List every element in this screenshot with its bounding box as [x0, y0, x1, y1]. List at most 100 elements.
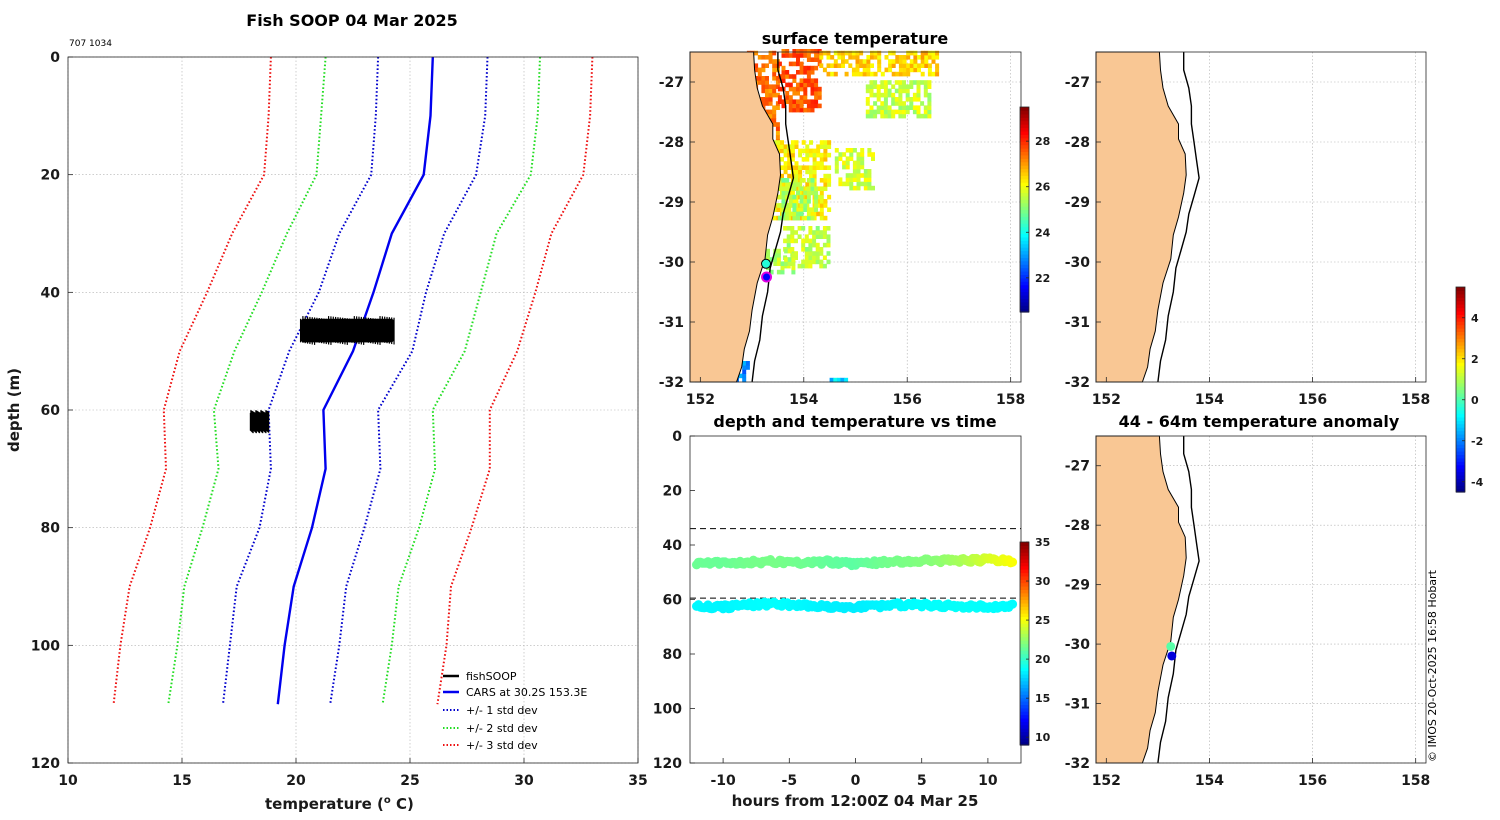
- sst-pixel: [916, 92, 921, 98]
- sst-pixel: [819, 140, 824, 145]
- sst-pixel: [796, 103, 800, 109]
- sst-pixel: [817, 57, 822, 62]
- sst-pixel: [797, 263, 802, 269]
- sst-pixel: [777, 99, 782, 104]
- sst-pixel: [927, 113, 932, 119]
- sst-pixel: [806, 194, 811, 200]
- sst-colorbar-segment: [1020, 209, 1029, 214]
- sst-pixel: [803, 78, 808, 83]
- sst-pixel: [785, 182, 790, 187]
- sst-pixel: [798, 182, 803, 187]
- sst-pixel: [909, 67, 914, 73]
- sst-pixel: [912, 109, 917, 115]
- sst-pixel: [765, 55, 769, 60]
- sst-pixel: [873, 50, 878, 56]
- sst-pixel: [810, 182, 815, 187]
- sst-pixel: [883, 101, 888, 106]
- sst-pixel: [788, 95, 793, 100]
- sst-pixel: [812, 251, 817, 256]
- sst-pixel: [927, 84, 932, 89]
- sst-pixel: [808, 259, 813, 265]
- sst-pixel: [870, 50, 874, 56]
- sst-pixel: [794, 173, 799, 179]
- sst-pixel: [809, 152, 813, 158]
- sst-pixel: [785, 190, 790, 196]
- sst-pixel: [816, 165, 821, 170]
- sst-pixel: [766, 253, 770, 258]
- sst-pixel: [860, 156, 865, 161]
- sst-pixel: [794, 203, 799, 208]
- sst-pixel: [869, 113, 874, 119]
- sst-pixel: [772, 92, 777, 98]
- sst-pixel: [785, 215, 790, 221]
- sst-pixel: [898, 63, 903, 68]
- sst-pixel: [863, 173, 868, 178]
- sst-pixel: [891, 84, 896, 89]
- sst-pixel: [823, 173, 828, 179]
- sst-colorbar-segment: [1020, 247, 1029, 252]
- sst-pixel: [791, 261, 796, 266]
- sst-pixel: [898, 67, 903, 73]
- sst-pixel: [898, 71, 903, 77]
- sst-pixel: [817, 95, 822, 100]
- sst-pixel: [772, 105, 777, 110]
- sst-pixel: [822, 255, 827, 260]
- sst-pixel: [799, 211, 804, 217]
- sst-pixel: [804, 251, 809, 256]
- sst-pixel: [842, 160, 847, 166]
- sst-pixel: [801, 215, 806, 221]
- sst-colorbar-tick-label: 26: [1035, 181, 1051, 194]
- sst-pixel: [761, 101, 766, 106]
- sst-pixel: [909, 50, 914, 56]
- sst-pixel: [768, 50, 773, 56]
- anomaly-colorbar-segment: [1456, 444, 1465, 449]
- sst-pixel: [884, 55, 889, 60]
- sst-pixel: [785, 74, 790, 79]
- sst-pixel: [814, 199, 819, 204]
- anomaly-point-1: [1166, 641, 1176, 651]
- anomaly-colorbar-tick-label: -2: [1471, 435, 1483, 448]
- depth-time-colorbar-segment: [1020, 640, 1029, 645]
- sst-pixel: [867, 173, 872, 178]
- sst-pixel: [780, 140, 784, 145]
- sst-colorbar-segment: [1020, 305, 1029, 310]
- sst-pixel: [849, 173, 854, 178]
- depth-time-colorbar-segment: [1020, 619, 1029, 624]
- sst-pixel: [862, 71, 867, 77]
- sst-pixel: [812, 238, 817, 244]
- sst-pixel: [777, 203, 782, 208]
- sst-pixel: [792, 194, 797, 200]
- sst-colorbar-segment: [1020, 130, 1029, 135]
- depth-time-colorbar-segment: [1020, 629, 1029, 634]
- depth-time-colorbar-segment: [1020, 660, 1029, 665]
- sst-colorbar-segment: [1020, 243, 1029, 248]
- depth-time-colorbar-segment: [1020, 596, 1029, 601]
- depth-time-colorbar-segment: [1020, 582, 1029, 587]
- sst-pixel: [786, 226, 791, 231]
- depth-time-colorbar-segment: [1020, 545, 1029, 550]
- sst-pixel: [792, 91, 797, 96]
- anomaly-map-xtick-label: 152: [1092, 773, 1121, 789]
- sst-pixel: [790, 152, 795, 158]
- sst-pixel: [856, 156, 861, 161]
- sst-pixel: [792, 99, 797, 104]
- anomaly-colorbar-segment: [1456, 410, 1465, 415]
- sst-pixel: [883, 92, 888, 98]
- sst-pixel: [920, 59, 925, 64]
- sst-pixel: [772, 122, 777, 127]
- surface-map-colorbar: 22 24 26 28: [1019, 106, 1051, 313]
- sst-pixel: [808, 263, 813, 269]
- sst-pixel: [851, 67, 856, 73]
- sst-pixel: [797, 226, 802, 231]
- anomaly-colorbar-segment: [1456, 433, 1465, 438]
- sst-pixel: [844, 50, 849, 56]
- sst-pixel: [815, 259, 820, 265]
- anomaly-colorbar-segment: [1456, 317, 1465, 322]
- surface-map-xtick-label: 156: [893, 392, 922, 408]
- sst-pixel: [865, 109, 870, 115]
- sst-pixel: [898, 105, 903, 110]
- sst-pixel: [787, 248, 792, 254]
- anomaly-colorbar-segment: [1456, 324, 1465, 329]
- sst-pixel: [845, 173, 850, 178]
- sst-pixel: [761, 76, 766, 81]
